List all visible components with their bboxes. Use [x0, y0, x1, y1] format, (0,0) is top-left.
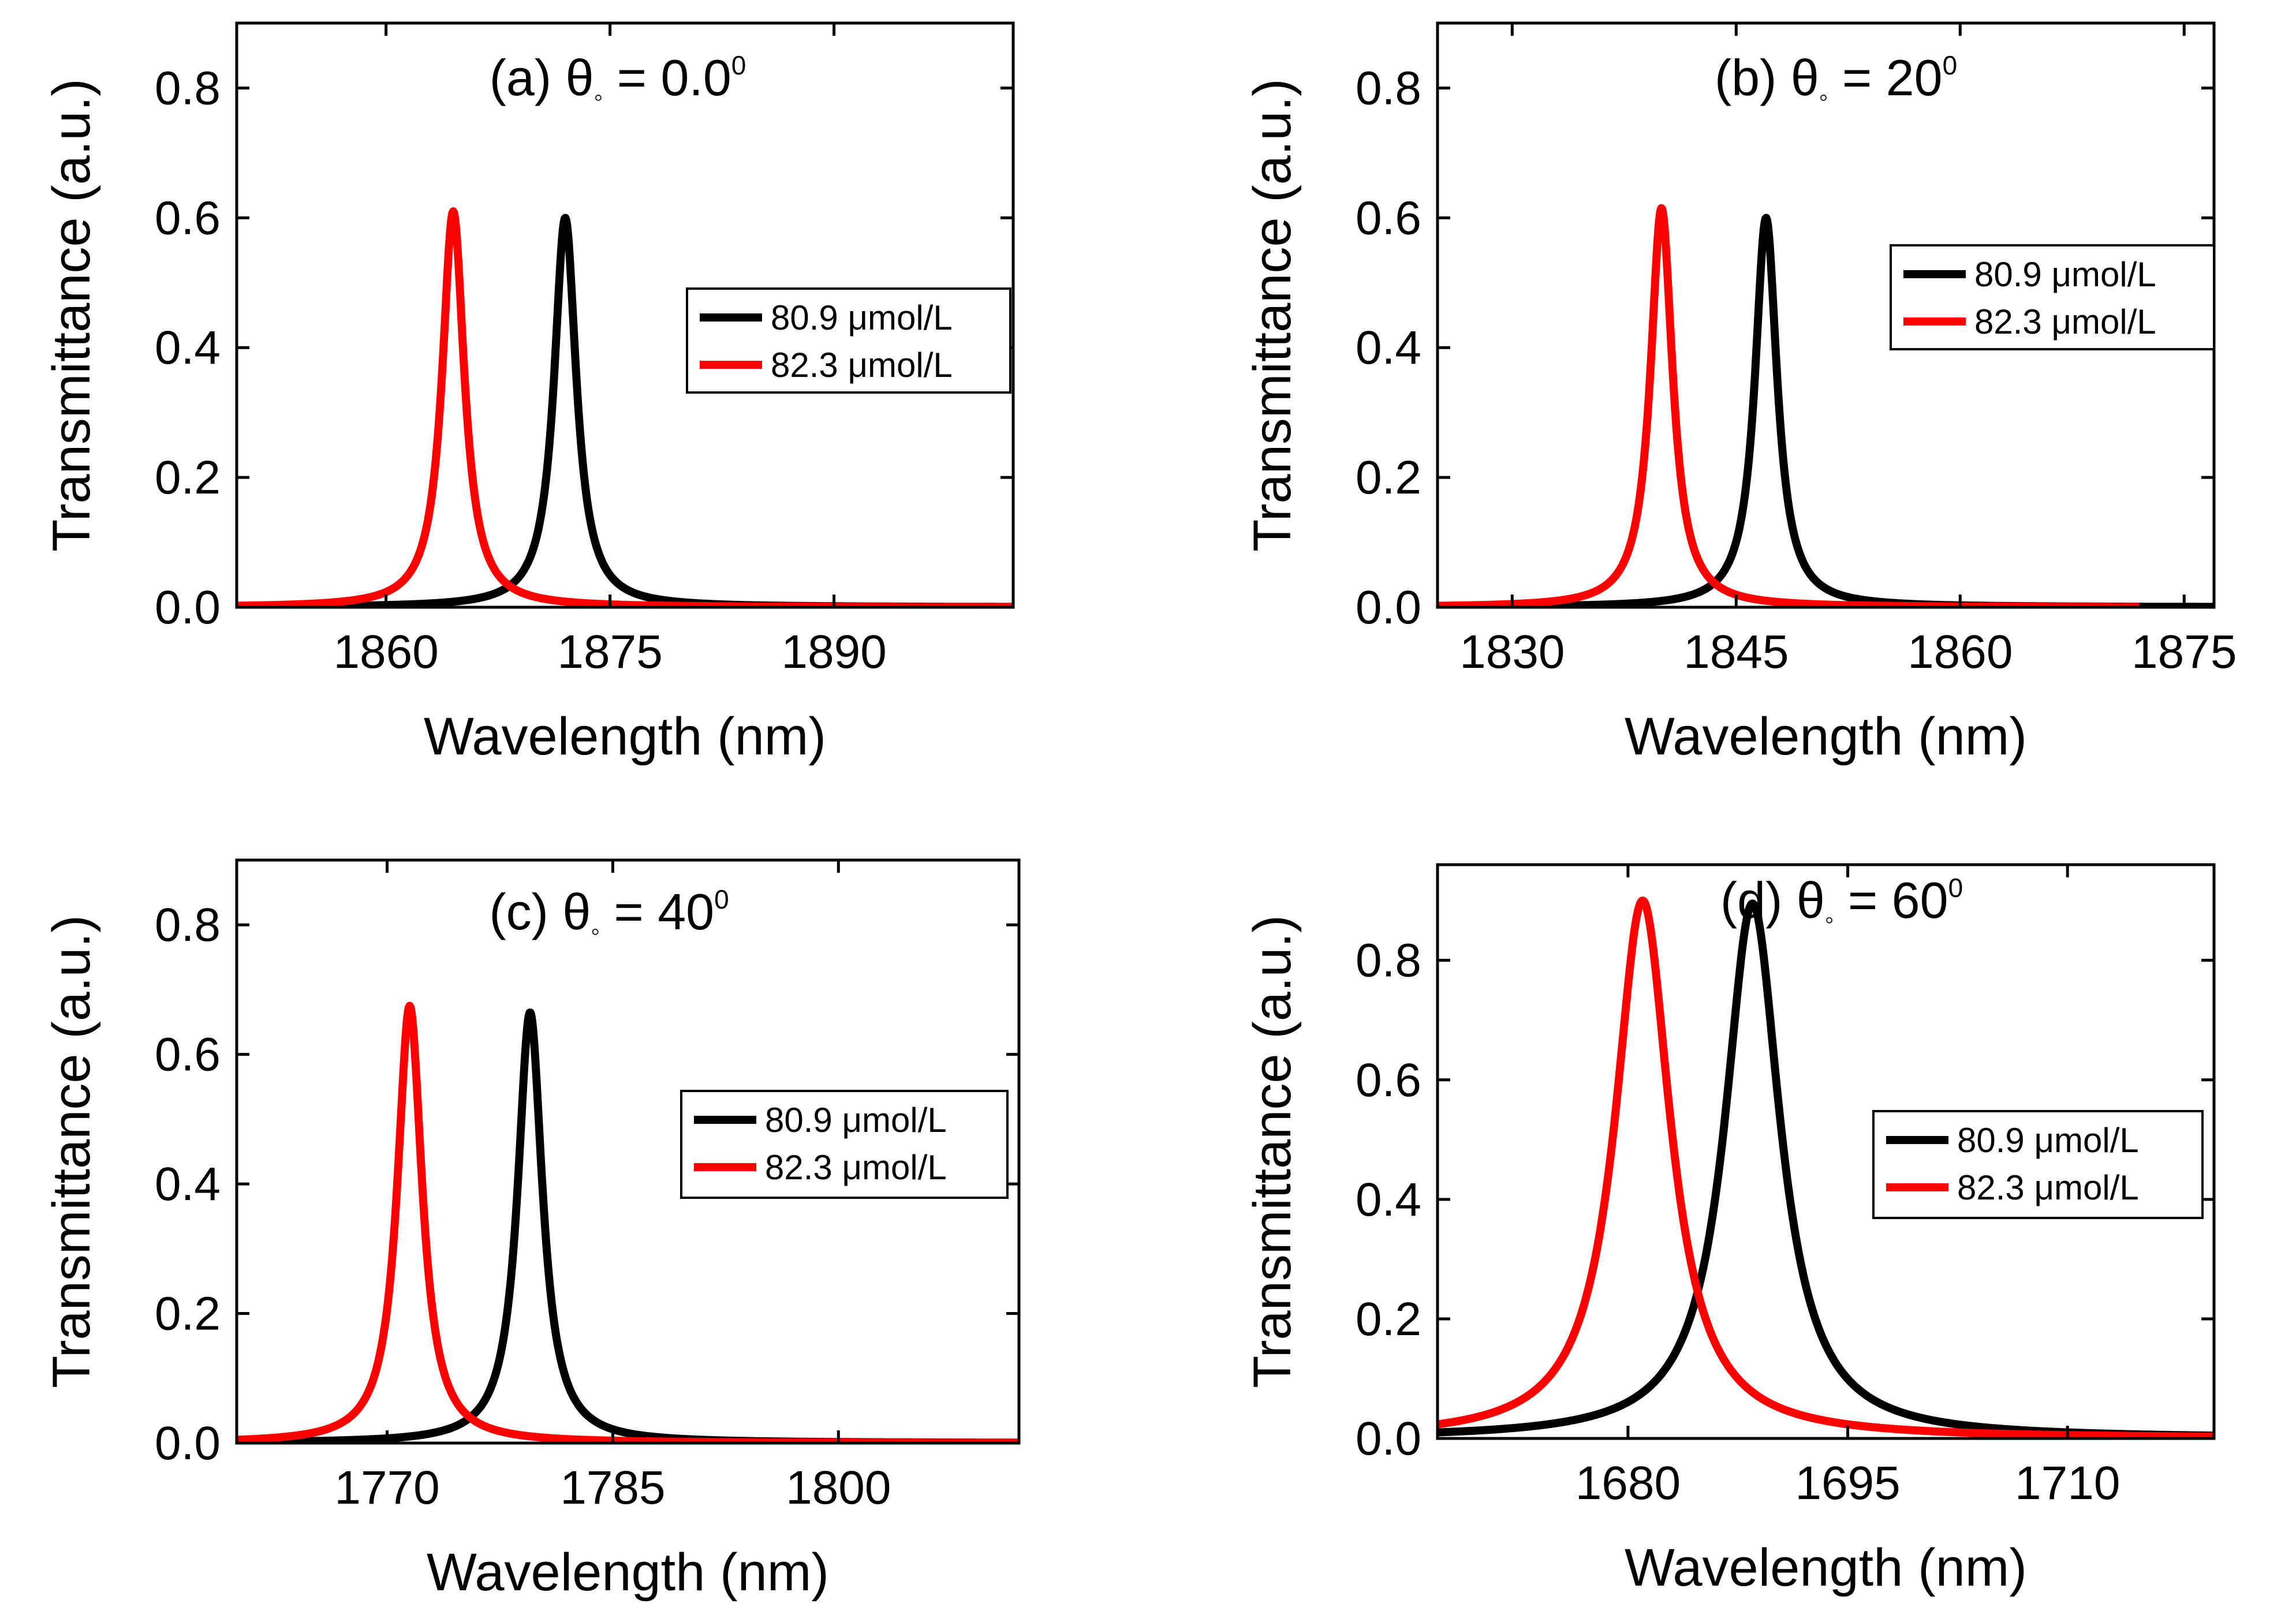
x-axis-title: Wavelength (nm)	[427, 1543, 829, 1602]
legend-label: 82.3 μmol/L	[1957, 1168, 2139, 1207]
series-line-red	[237, 207, 1013, 607]
legend: 80.9 μmol/L 82.3 μmol/L	[686, 287, 1011, 394]
x-tick-label: 1830	[1459, 626, 1565, 678]
panel-title: (c) θ◦ = 400	[489, 883, 729, 945]
legend: 80.9 μmol/L 82.3 μmol/L	[1872, 1110, 2204, 1219]
plot-frame	[1436, 863, 2216, 1440]
y-axis-title: Transmittance (a.u.)	[1243, 79, 1302, 552]
legend-box	[1872, 1110, 2204, 1219]
plot-frame	[235, 21, 1015, 609]
legend-label: 82.3 μmol/L	[1974, 302, 2156, 341]
y-tick-label: 0.8	[155, 899, 221, 951]
y-tick-label: 0.2	[155, 1288, 221, 1340]
panel-title: (a) θ◦ = 0.00	[490, 49, 746, 111]
x-tick-label: 1875	[2131, 626, 2237, 678]
plot-frame	[235, 858, 1021, 1445]
legend-label: 80.9 μmol/L	[1974, 255, 2156, 294]
series-line-red	[237, 1001, 1019, 1443]
x-tick-label: 1710	[2015, 1457, 2120, 1509]
y-tick-label: 0.0	[155, 581, 221, 634]
series-line-red	[1438, 896, 2214, 1438]
x-tick-label: 1890	[781, 626, 886, 678]
y-tick-label: 0.8	[1356, 62, 1421, 114]
y-tick-label: 0.2	[1356, 451, 1421, 504]
legend-label: 80.9 μmol/L	[765, 1101, 947, 1139]
x-tick-label: 1680	[1576, 1457, 1681, 1509]
y-tick-label: 0.2	[155, 451, 221, 504]
y-tick-label: 0.4	[155, 322, 221, 374]
legend-box	[680, 1090, 1009, 1199]
legend: 80.9 μmol/L 82.3 μmol/L	[1890, 244, 2215, 350]
x-axis-title: Wavelength (nm)	[1625, 1538, 2027, 1597]
y-tick-label: 0.8	[1356, 935, 1421, 987]
y-axis-title: Transmittance (a.u.)	[42, 79, 101, 552]
y-tick-label: 0.6	[1356, 1054, 1421, 1107]
x-tick-label: 1800	[786, 1462, 891, 1514]
y-tick-label: 0.4	[155, 1158, 221, 1210]
y-tick-label: 0.0	[1356, 1412, 1421, 1465]
y-tick-label: 0.4	[1356, 322, 1421, 374]
legend-label: 82.3 μmol/L	[765, 1148, 947, 1187]
y-tick-label: 0.0	[155, 1417, 221, 1470]
panel-title: (b) θ◦ = 200	[1715, 49, 1957, 111]
y-axis-title: Transmittance (a.u.)	[42, 915, 101, 1388]
legend-label: 80.9 μmol/L	[771, 298, 953, 337]
x-tick-label: 1875	[557, 626, 662, 678]
x-tick-label: 1695	[1795, 1457, 1900, 1509]
series-line-black	[237, 1008, 1019, 1443]
chart-panel-a: 1860 1875 1890 0.0 0.2 0.4 0.6 0.8 Wavelength (n…	[42, 21, 1015, 766]
y-tick-label: 0.0	[1356, 581, 1421, 634]
legend-label: 82.3 μmol/L	[771, 346, 953, 384]
x-axis-title: Wavelength (nm)	[1625, 707, 2027, 766]
x-tick-label: 1770	[334, 1462, 439, 1514]
y-tick-label: 0.6	[155, 192, 221, 244]
y-tick-label: 0.6	[155, 1029, 221, 1081]
legend-box	[1890, 244, 2215, 350]
x-tick-label: 1785	[560, 1462, 665, 1514]
chart-panel-b: 1830 1845 1860 1875 0.0 0.2 0.4 0.6 0.8 Wavelengt…	[1243, 21, 2237, 766]
y-tick-label: 0.2	[1356, 1293, 1421, 1346]
panel-title: (d) θ◦ = 600	[1720, 872, 1963, 934]
legend-label: 80.9 μmol/L	[1957, 1121, 2139, 1160]
legend: 80.9 μmol/L 82.3 μmol/L	[680, 1090, 1009, 1199]
x-tick-label: 1860	[1907, 626, 2013, 678]
x-tick-label: 1860	[333, 626, 438, 678]
legend-box	[686, 287, 1011, 394]
y-tick-label: 0.8	[155, 62, 221, 114]
x-tick-label: 1845	[1683, 626, 1789, 678]
y-tick-label: 0.4	[1356, 1173, 1421, 1226]
chart-panel-d: 1680 1695 1710 0.0 0.2 0.4 0.6 0.8 Wavelength (n…	[1243, 863, 2216, 1597]
y-axis-title: Transmittance (a.u.)	[1243, 915, 1302, 1388]
series-line-black	[237, 214, 1013, 607]
chart-panel-c: 1770 1785 1800 0.0 0.2 0.4 0.6 0.8 Wavelength (n…	[42, 858, 1021, 1602]
x-axis-title: Wavelength (nm)	[424, 707, 826, 766]
y-tick-label: 0.6	[1356, 192, 1421, 244]
